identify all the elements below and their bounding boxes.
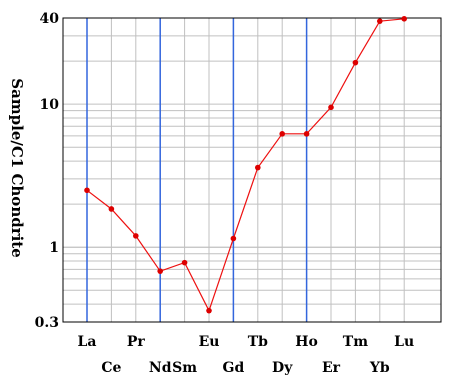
data-point-tb xyxy=(254,164,261,171)
x-tick-label-gd: Gd xyxy=(223,360,245,376)
x-tick-label-tb: Tb xyxy=(248,334,268,350)
ytick-layer: 0.3 1 10 40 xyxy=(35,11,60,331)
x-tick-label-ho: Ho xyxy=(295,334,318,350)
data-point-yb xyxy=(377,18,383,24)
data-point-ce xyxy=(108,206,115,212)
x-tick-label-pr: Pr xyxy=(127,334,146,350)
x-tick-label-yb: Yb xyxy=(369,360,390,376)
data-point-er xyxy=(328,104,334,111)
x-tick-label-lu: Lu xyxy=(394,334,414,350)
y-tick-label: 40 xyxy=(40,11,60,27)
series-line xyxy=(86,18,405,313)
data-point-ho xyxy=(303,131,310,137)
data-point-la xyxy=(84,187,90,194)
grid-layer xyxy=(63,17,441,323)
y-tick-label: 10 xyxy=(40,97,60,113)
x-tick-label-la: La xyxy=(78,334,97,350)
x-tick-label-tm: Tm xyxy=(343,334,368,350)
plot-frame xyxy=(62,17,442,323)
x-tick-label-sm: Sm xyxy=(172,360,197,376)
series-layer xyxy=(84,15,408,314)
x-tick-label-er: Er xyxy=(322,360,341,376)
x-tick-label-eu: Eu xyxy=(199,334,220,350)
x-tick-label-ce: Ce xyxy=(101,360,121,376)
x-tick-label-nd: Nd xyxy=(149,360,172,376)
y-axis-label: Sample/C1 Chondrite xyxy=(8,78,26,258)
data-point-nd xyxy=(157,268,163,274)
data-point-sm xyxy=(181,259,188,266)
data-point-tm xyxy=(352,59,359,66)
highlight-layer xyxy=(86,18,308,322)
y-tick-label: 1 xyxy=(49,240,59,256)
data-point-gd xyxy=(230,235,237,242)
x-tick-label-dy: Dy xyxy=(272,360,293,376)
data-point-pr xyxy=(133,233,139,239)
y-tick-label: 0.3 xyxy=(35,315,59,331)
data-point-lu xyxy=(401,15,408,22)
data-point-eu xyxy=(206,307,212,314)
data-point-dy xyxy=(279,131,286,137)
